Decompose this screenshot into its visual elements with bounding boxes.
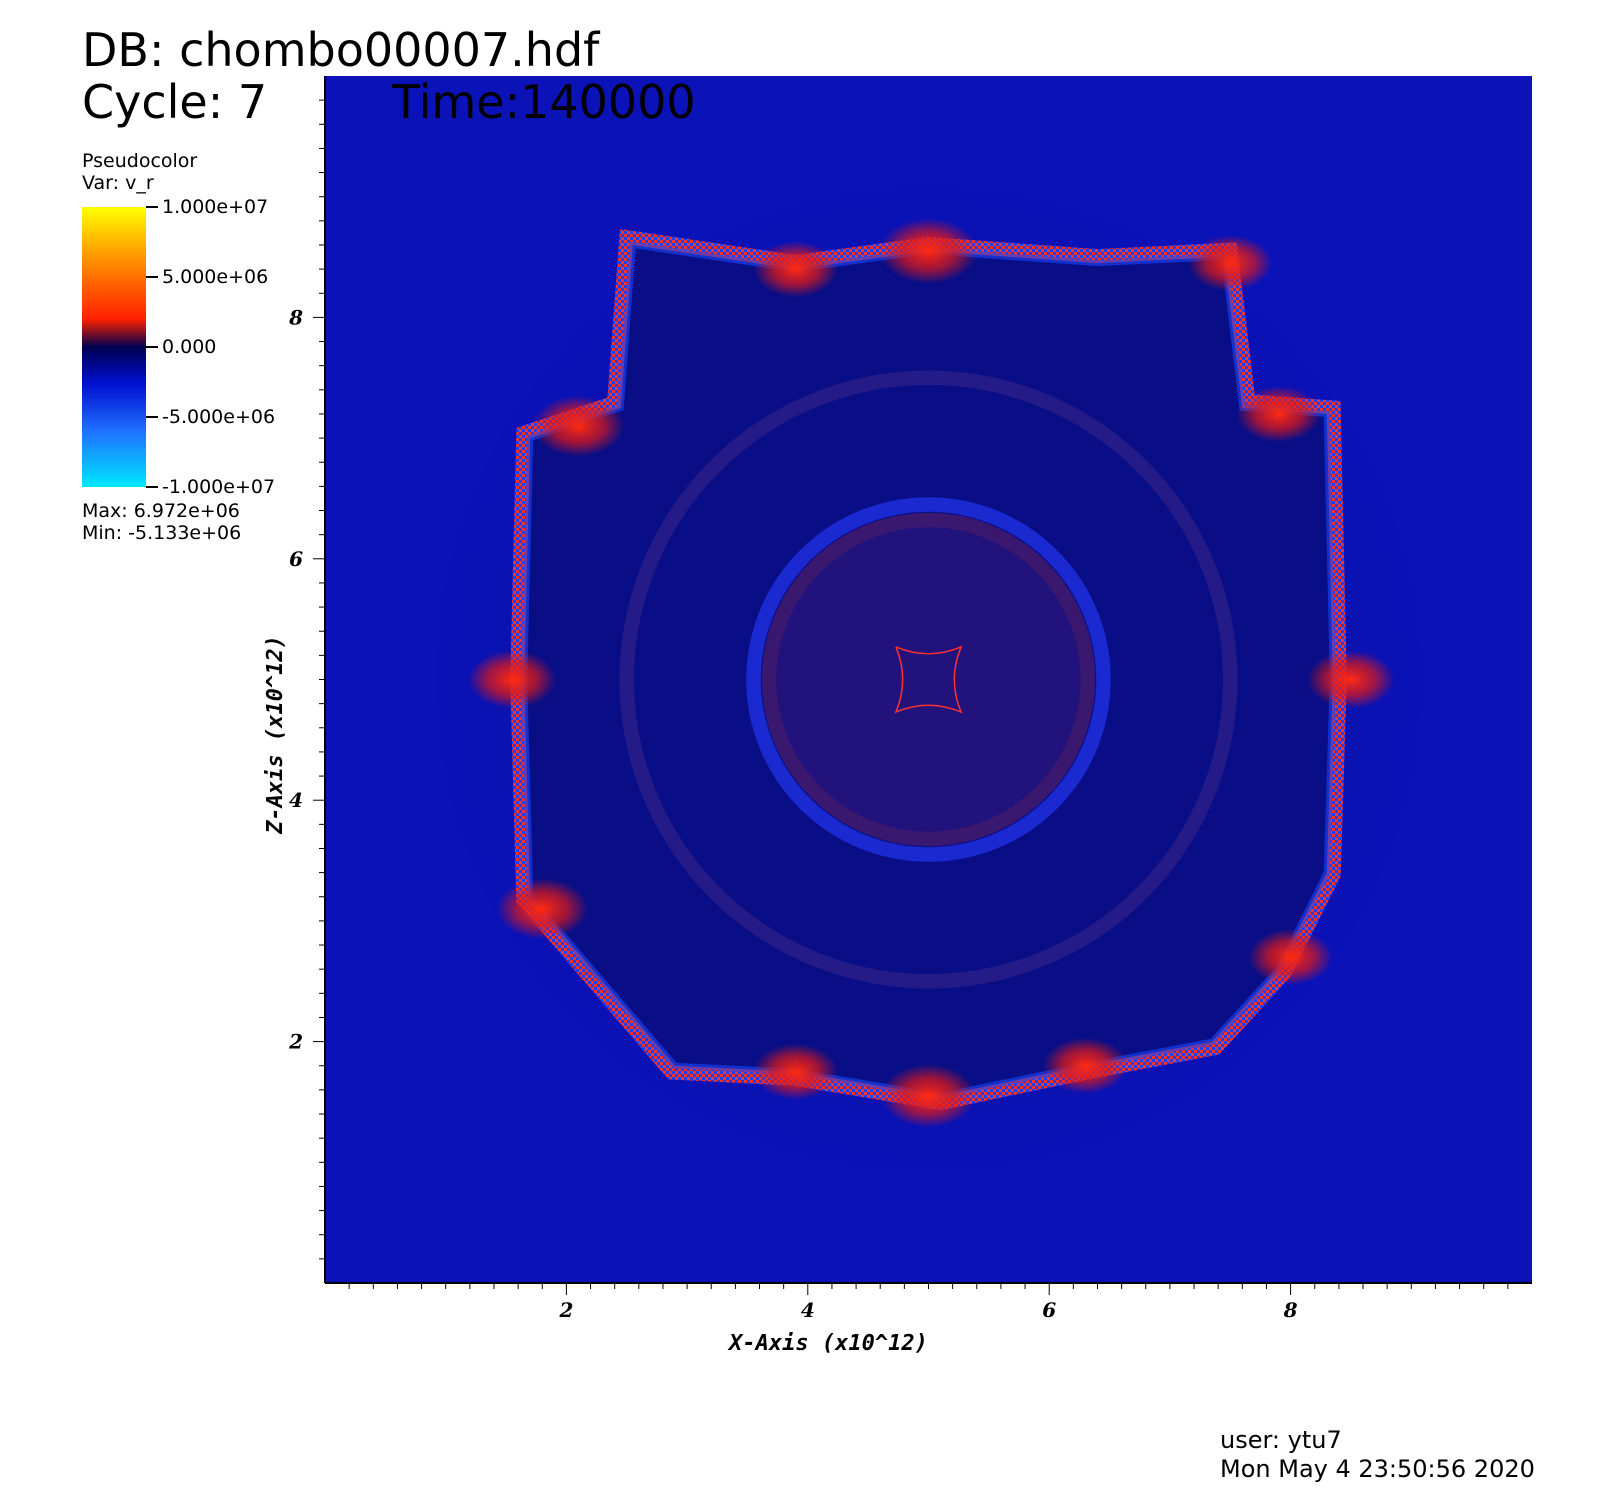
colorbar-tick-label: 1.000e+07 [162,196,269,218]
colorbar-tick-label: -1.000e+07 [162,476,276,498]
legend-plot-type: Pseudocolor [82,150,198,172]
colorbar-tick-label: 0.000 [162,336,217,358]
footer-date: Mon May 4 23:50:56 2020 [1220,1455,1535,1483]
hot-spot [468,650,556,709]
x-tick-label: 2 [558,1298,573,1322]
x-tick-label: 8 [1283,1298,1298,1322]
velocity-ring [746,497,1111,862]
time-label: Time:140000 [392,75,696,129]
velocity-ring [761,512,1096,847]
legend-variable: Var: v_r [82,172,154,194]
hot-spot [753,1043,838,1100]
colorbar-tick-label: -5.000e+06 [162,406,276,428]
hot-spot [532,395,625,457]
hot-spot [1248,929,1333,986]
core-region [776,527,1081,832]
hot-spot [753,241,838,298]
x-tick-label: 6 [1042,1298,1056,1322]
hot-spot [881,1064,976,1128]
legend-max: Max: 6.972e+06 [82,500,240,522]
y-tick-label: 2 [288,1030,303,1054]
x-axis-title: X-Axis (x10^12) [727,1331,928,1356]
hot-spot [1188,235,1273,292]
colorbar-tick-mark [146,346,158,348]
hot-spot [496,878,588,940]
hot-spot [879,218,978,284]
y-tick-label: 4 [289,788,303,812]
colorbar-tick-label: 5.000e+06 [162,266,269,288]
colorbar-tick-mark [146,416,158,418]
hot-spot [1307,650,1395,709]
legend-min: Min: -5.133e+06 [82,522,242,544]
center-star [894,645,963,714]
y-axis-title: Z-Axis (x10^12) [263,635,288,835]
colorbar [82,207,146,487]
colorbar-tick-mark [146,486,158,488]
y-tick-label: 6 [289,547,303,571]
y-tick-label: 8 [288,305,303,329]
velocity-ring [619,370,1238,989]
cycle-label: Cycle: 7 [82,75,268,129]
x-tick-label: 4 [801,1298,815,1322]
database-title: DB: chombo00007.hdf [82,23,600,77]
colorbar-tick-mark [146,206,158,208]
hot-spot [1236,385,1321,442]
hot-spot [1043,1037,1128,1094]
colorbar-tick-mark [146,276,158,278]
footer-user: user: ytu7 [1220,1426,1342,1454]
